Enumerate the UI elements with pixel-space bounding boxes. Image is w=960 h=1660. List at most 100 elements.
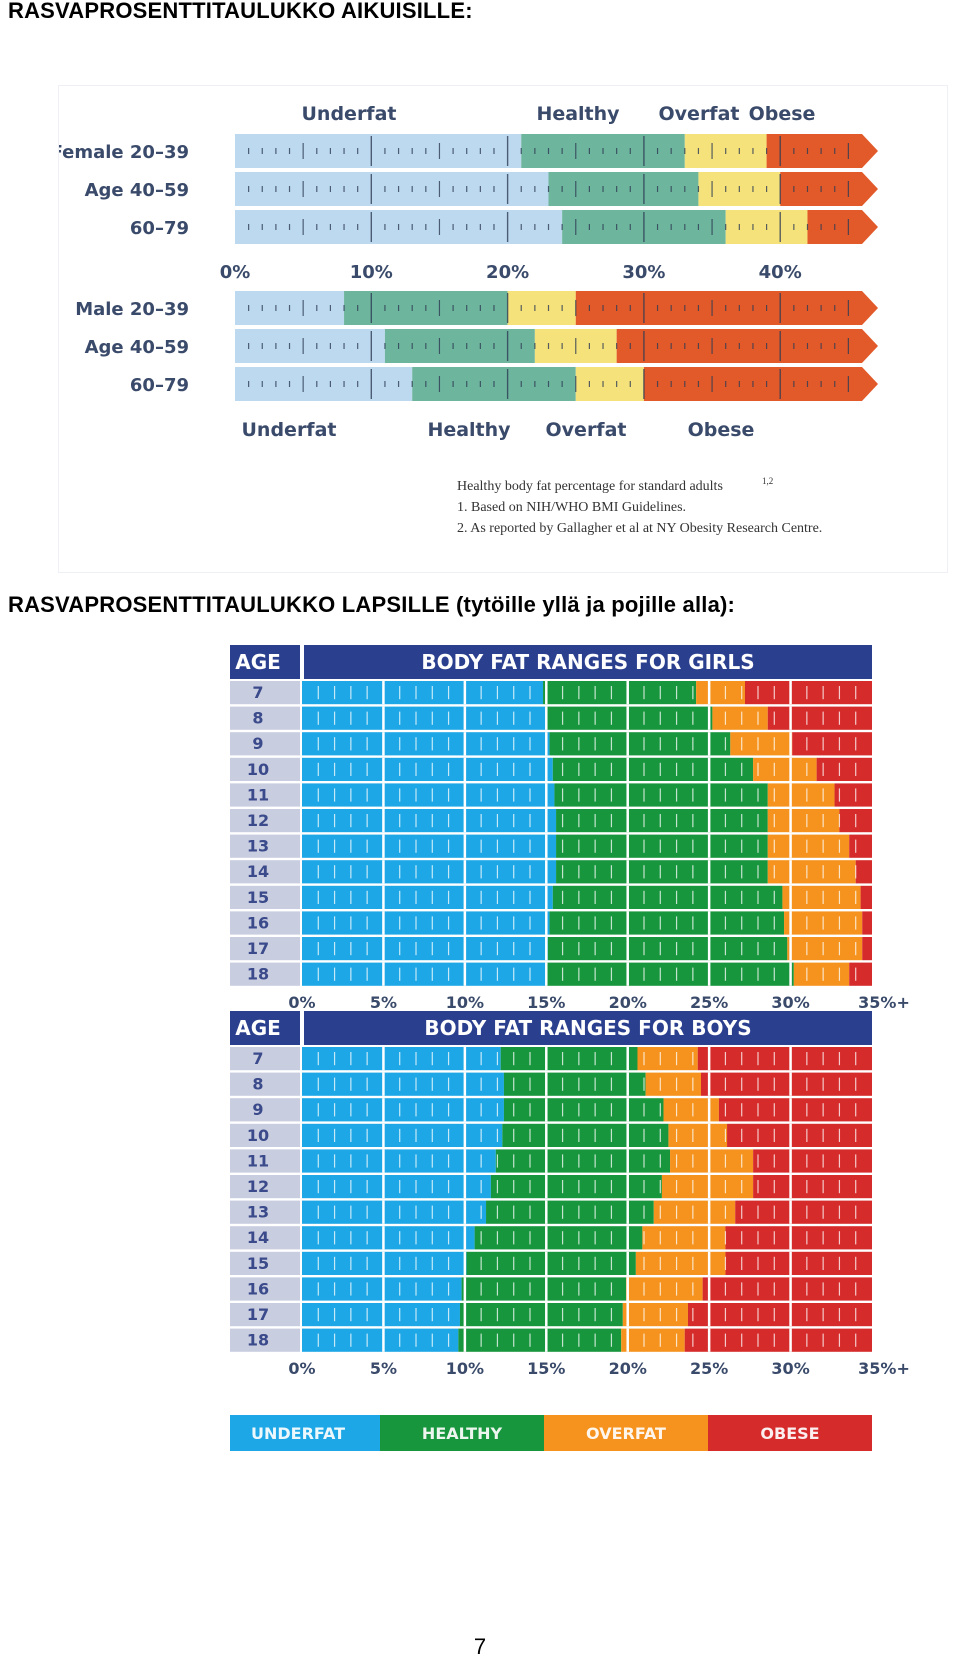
girls-underfat-bar	[302, 706, 547, 730]
girls-obese-bar	[767, 706, 872, 730]
boys-underfat-bar	[302, 1098, 504, 1122]
girls-axis-tick-label: 15%	[527, 993, 565, 1012]
obese-segment	[766, 134, 862, 168]
boys-underfat-bar	[302, 1149, 496, 1173]
girls-underfat-bar	[302, 757, 553, 781]
boys-age-label: 10	[247, 1126, 269, 1145]
girls-age-cell	[230, 681, 300, 705]
boys-overfat-bar	[645, 1072, 701, 1096]
boys-underfat-bar	[302, 1303, 460, 1327]
girls-age-label: 14	[247, 862, 269, 881]
girls-axis-tick-label: 20%	[609, 993, 647, 1012]
obese-arrow-tip	[862, 134, 878, 168]
boys-underfat-bar	[302, 1123, 503, 1147]
boys-obese-bar	[701, 1072, 872, 1096]
girls-obese-bar	[849, 962, 872, 986]
girls-underfat-bar	[302, 937, 548, 961]
boys-overfat-bar	[653, 1200, 736, 1224]
row-label: 60–79	[130, 375, 189, 396]
boys-obese-bar	[725, 1251, 872, 1275]
girls-axis-tick-label: 25%	[690, 993, 728, 1012]
children-heading: RASVAPROSENTTITAULUKKO LAPSILLE (tytöill…	[8, 592, 736, 617]
boys-overfat-bar	[642, 1226, 726, 1250]
boys-obese-bar	[735, 1200, 872, 1224]
top-category-label: Healthy	[536, 103, 620, 125]
boys-age-cell	[230, 1098, 300, 1122]
girls-underfat-bar	[302, 834, 557, 858]
boys-overfat-bar	[635, 1251, 726, 1275]
girls-overfat-bar	[767, 783, 835, 807]
girls-age-label: 12	[247, 811, 269, 830]
girls-healthy-bar	[549, 732, 731, 756]
girls-obese-bar	[862, 911, 872, 935]
girls-age-header-cell	[230, 645, 300, 679]
girls-healthy-bar	[549, 911, 785, 935]
girls-age-label: 8	[252, 709, 263, 728]
boys-overfat-bar	[663, 1098, 719, 1122]
top-category-label: Overfat	[659, 103, 740, 125]
girls-underfat-bar	[302, 732, 550, 756]
girls-healthy-bar	[543, 681, 697, 705]
boys-age-cell	[230, 1226, 300, 1250]
girls-healthy-bar	[556, 809, 768, 833]
girls-age-cell	[230, 834, 300, 858]
boys-age-cell	[230, 1047, 300, 1071]
girls-age-label: 18	[247, 965, 269, 984]
girls-obese-bar	[862, 937, 872, 961]
footnote-title: Healthy body fat percentage for standard…	[457, 479, 723, 494]
boys-age-label: 15	[247, 1254, 269, 1273]
boys-underfat-bar	[302, 1277, 462, 1301]
axis-tick-label: 20%	[486, 262, 529, 283]
bottom-category-label: Overfat	[546, 419, 627, 441]
boys-healthy-bar	[503, 1072, 646, 1096]
obese-arrow-tip	[862, 210, 878, 244]
girls-age-header: AGE	[235, 650, 281, 674]
healthy-segment	[548, 172, 699, 206]
boys-axis-tick-label: 10%	[446, 1359, 484, 1378]
girls-healthy-bar	[556, 860, 768, 884]
boys-obese-bar	[725, 1226, 872, 1250]
girls-age-label: 9	[252, 734, 263, 753]
boys-obese-bar	[702, 1277, 872, 1301]
girls-age-cell	[230, 860, 300, 884]
girls-axis-tick-label: 30%	[771, 993, 809, 1012]
girls-underfat-bar	[302, 681, 544, 705]
row-label: Age 40–59	[85, 180, 189, 201]
obese-arrow-tip	[862, 367, 878, 401]
girls-obese-bar	[849, 834, 872, 858]
children-body-fat-charts: AGE BODY FAT RANGES FOR GIRLS 7 8 9 10 11 12 13 1…	[230, 645, 960, 1545]
girls-age-cell	[230, 757, 300, 781]
girls-age-label: 17	[247, 939, 269, 958]
underfat-segment	[235, 367, 413, 401]
boys-overfat-bar	[661, 1175, 754, 1199]
boys-overfat-bar	[626, 1277, 703, 1301]
girls-overfat-bar	[753, 757, 817, 781]
girls-healthy-bar	[554, 783, 768, 807]
boys-age-cell	[230, 1328, 300, 1352]
boys-underfat-bar	[302, 1200, 487, 1224]
footnote-superscript: 1,2	[762, 476, 773, 486]
boys-axis-tick-label: 20%	[609, 1359, 647, 1378]
girls-age-label: 15	[247, 888, 269, 907]
adults-heading: RASVAPROSENTTITAULUKKO AIKUISILLE:	[8, 0, 473, 23]
girls-overfat-bar	[712, 706, 768, 730]
boys-healthy-bar	[461, 1277, 627, 1301]
girls-overfat-bar	[767, 860, 856, 884]
underfat-segment	[235, 134, 522, 168]
girls-obese-bar	[855, 860, 872, 884]
legend-underfat-label: UNDERFAT	[251, 1424, 345, 1443]
girls-healthy-bar	[552, 885, 783, 909]
girls-healthy-bar	[546, 706, 713, 730]
obese-arrow-tip	[862, 291, 878, 325]
adult-chart-svg: Underfat Healthy Overfat Obese Underfat Healt…	[59, 103, 878, 536]
boys-age-label: 13	[247, 1203, 269, 1222]
girls-overfat-bar	[787, 937, 863, 961]
footnote-2: 2. As reported by Gallagher et al at NY …	[457, 521, 822, 536]
boys-axis-tick-label: 0%	[288, 1359, 315, 1378]
boys-underfat-bar	[302, 1328, 459, 1352]
girls-age-label: 7	[252, 683, 263, 702]
boys-axis-tick-label: 35%+	[858, 1359, 910, 1378]
boys-age-label: 11	[247, 1151, 269, 1170]
girls-healthy-bar	[552, 757, 754, 781]
axis-tick-label: 40%	[759, 262, 802, 283]
